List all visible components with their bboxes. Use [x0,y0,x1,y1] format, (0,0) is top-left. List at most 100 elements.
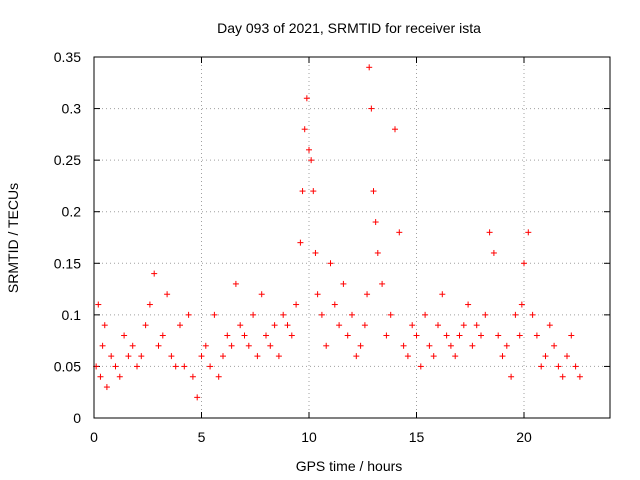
data-point [383,332,390,339]
y-tick-label: 0.15 [54,255,81,271]
data-point [542,353,549,360]
data-point [288,332,295,339]
data-point [495,332,502,339]
data-point [331,301,338,308]
data-point [336,322,343,329]
data-point [258,291,265,298]
y-tick-label: 0.05 [54,358,81,374]
y-axis-label: SRMTID / TECUs [5,183,21,293]
x-tick-label: 0 [90,429,98,445]
data-point [364,291,371,298]
data-point [155,342,162,349]
data-point [551,342,558,349]
data-point [198,353,205,360]
data-point [267,342,274,349]
data-point [473,322,480,329]
data-point [318,311,325,318]
data-point [486,229,493,236]
data-point [349,311,355,318]
data-point [568,332,575,339]
data-point [572,363,579,370]
data-point [194,394,201,401]
data-point [426,342,433,349]
data-point [499,353,506,360]
y-tick-label: 0 [73,410,81,426]
data-point [559,373,566,380]
data-point [224,332,231,339]
data-point [121,332,128,339]
data-point [181,363,188,370]
x-axis-label: GPS time / hours [296,458,403,474]
data-point [301,126,308,133]
data-point [503,342,510,349]
data-point [129,342,136,349]
data-point [207,363,214,370]
data-point [185,311,192,318]
data-point [232,280,239,287]
data-point [159,332,166,339]
data-point [447,342,454,349]
data-point [314,291,321,298]
grid [94,57,610,418]
data-point [512,311,519,318]
data-point [478,332,484,339]
data-point [404,353,411,360]
data-point [297,239,304,246]
data-point [138,353,145,360]
data-point [576,373,583,380]
x-tick-label: 15 [409,429,425,445]
data-point [108,353,115,360]
data-point [312,249,319,256]
y-tick-label: 0.35 [54,49,81,65]
data-point [202,342,209,349]
data-point [409,322,416,329]
data-point [284,322,291,329]
y-tick-label: 0.1 [62,307,82,323]
data-point [177,322,183,329]
data-point [211,311,218,318]
data-point [422,311,429,318]
data-point [103,384,110,391]
data-point [263,332,269,339]
data-point [142,322,149,329]
data-point [344,332,351,339]
data-point [490,249,497,256]
data-point [465,301,472,308]
data-point [228,342,235,349]
data-point [392,126,398,133]
chart-title: Day 093 of 2021, SRMTID for receiver ist… [217,20,481,36]
data-point [368,105,375,112]
data-point [529,311,536,318]
data-point [112,363,119,370]
data-point [374,249,381,256]
data-point [387,311,394,318]
data-point [538,363,545,370]
data-point [125,353,132,360]
data-point [146,301,153,308]
data-point [189,373,196,380]
data-point [430,353,437,360]
data-point [151,270,158,277]
data-point [518,301,525,308]
data-point [116,373,123,380]
data-point [340,280,347,287]
data-point [516,332,523,339]
y-tick-label: 0.2 [62,204,82,220]
data-point [370,188,377,195]
data-point [215,373,222,380]
data-point [396,229,403,236]
data-point [101,322,108,329]
data-point [508,373,515,380]
data-point [164,291,171,298]
data-point [452,353,459,360]
data-point [306,146,312,153]
data-point [400,342,407,349]
data-point [533,332,540,339]
data-point [546,322,553,329]
data-point [134,363,140,370]
data-point [417,363,424,370]
data-point [99,342,106,349]
data-point [435,322,441,329]
data-point [97,373,104,380]
